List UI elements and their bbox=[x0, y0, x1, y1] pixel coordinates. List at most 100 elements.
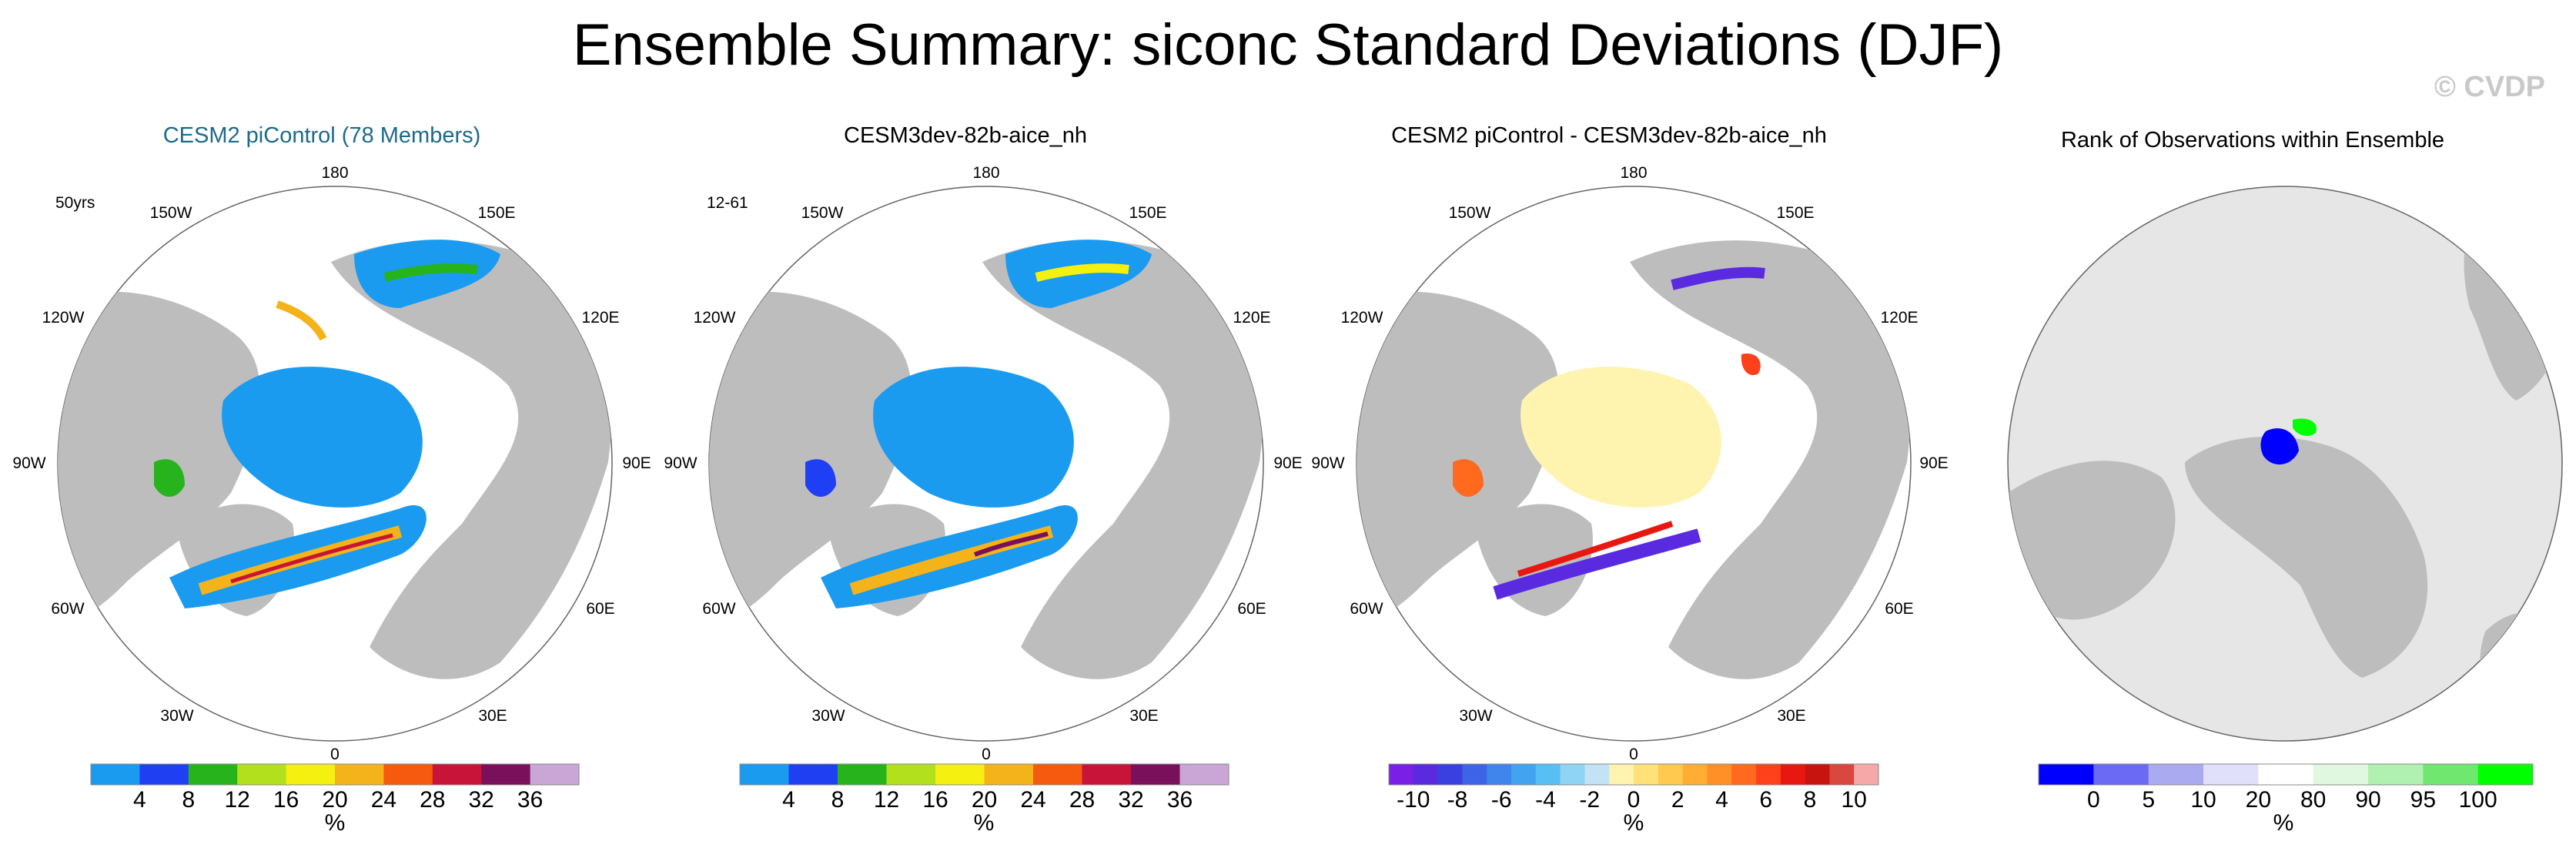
colorbar-tick-label: 24 bbox=[1020, 787, 1046, 813]
colorbar-swatch bbox=[838, 764, 887, 785]
colorbar-tick-label: 5 bbox=[2142, 787, 2155, 813]
diff-okhotsk-negative bbox=[1671, 266, 1765, 290]
period-label: 12-61 bbox=[707, 194, 748, 212]
colorbar-tick-label: 2 bbox=[1671, 787, 1684, 813]
lon-label-150w: 150W bbox=[149, 204, 192, 222]
colorbar-tick-label: 95 bbox=[2410, 787, 2437, 813]
colorbar-frame bbox=[2038, 763, 2534, 786]
lon-label-90w: 90W bbox=[1311, 454, 1345, 472]
figure-title: Ensemble Summary: siconc Standard Deviat… bbox=[572, 12, 2004, 78]
colorbar-swatch bbox=[1805, 764, 1830, 785]
land-north-america bbox=[2008, 461, 2176, 620]
lon-label-0: 0 bbox=[982, 746, 991, 763]
lon-label-60w: 60W bbox=[51, 600, 85, 618]
colorbar-swatch bbox=[335, 764, 384, 785]
land-eurasia bbox=[982, 240, 1263, 679]
colorbar-swatch bbox=[1082, 764, 1132, 785]
colorbar-tick-label: 8 bbox=[831, 787, 845, 813]
period-label: 50yrs bbox=[55, 194, 95, 212]
ice-central bbox=[873, 367, 1074, 508]
lon-label-150e: 150E bbox=[477, 204, 516, 222]
lon-label-150w: 150W bbox=[801, 204, 844, 222]
ice-okhotsk-edge bbox=[1035, 263, 1129, 282]
colorbar-tick-label: -4 bbox=[1535, 787, 1556, 813]
colorbar-swatch bbox=[188, 764, 238, 785]
lon-label-150e: 150E bbox=[1776, 204, 1815, 222]
lon-label-0: 0 bbox=[1629, 746, 1638, 763]
colorbar-swatch bbox=[1584, 764, 1610, 785]
colorbar-tick-label: 8 bbox=[1803, 787, 1817, 813]
lon-label-180: 180 bbox=[321, 164, 349, 182]
colorbar-swatch bbox=[1609, 764, 1634, 785]
colorbar-tick-label: 0 bbox=[2086, 787, 2100, 813]
colorbar-tick-label: 20 bbox=[971, 787, 998, 813]
colorbar-tick-label: 6 bbox=[1759, 787, 1773, 813]
colorbar-tick-label: 16 bbox=[922, 787, 948, 813]
colorbar-swatch bbox=[788, 764, 838, 785]
colorbar-swatch bbox=[2148, 764, 2204, 785]
polar-map bbox=[57, 186, 613, 742]
land-eurasia bbox=[331, 240, 612, 679]
ice-central bbox=[222, 367, 423, 508]
colorbar-swatch bbox=[91, 764, 140, 785]
lon-label-30e: 30E bbox=[1777, 707, 1806, 725]
colorbar-swatch bbox=[2423, 764, 2479, 785]
lon-label-30e: 30E bbox=[1129, 707, 1159, 725]
colorbar-swatch bbox=[1756, 764, 1781, 785]
colorbar-tick-label: 100 bbox=[2458, 787, 2497, 813]
polar-map bbox=[708, 186, 1264, 742]
colorbar-swatch bbox=[286, 764, 336, 785]
colorbar-tick-label: 8 bbox=[182, 787, 196, 813]
colorbar-swatch bbox=[935, 764, 985, 785]
lon-label-30w: 30W bbox=[160, 707, 194, 725]
colorbar bbox=[1388, 763, 1879, 786]
lon-label-60w: 60W bbox=[702, 600, 736, 618]
colorbar-tick-label: 10 bbox=[2190, 787, 2216, 813]
panel-title: Rank of Observations within Ensemble bbox=[2060, 128, 2445, 152]
colorbar-swatch bbox=[2258, 764, 2314, 785]
colorbar-tick-label: 12 bbox=[873, 787, 900, 813]
colorbar bbox=[90, 763, 580, 786]
lon-label-90w: 90W bbox=[664, 454, 698, 472]
land-eurasia-africa bbox=[2185, 436, 2428, 678]
polar-map bbox=[2007, 186, 2563, 742]
colorbar-swatch bbox=[1487, 764, 1512, 785]
colorbar-tick-label: 16 bbox=[273, 787, 299, 813]
colorbar-swatch bbox=[2313, 764, 2369, 785]
colorbar-swatch bbox=[2368, 764, 2424, 785]
colorbar-tick-label: 28 bbox=[1069, 787, 1096, 813]
lon-label-180: 180 bbox=[1620, 164, 1648, 182]
colorbar-swatch bbox=[1707, 764, 1732, 785]
colorbar-tick-label: 24 bbox=[370, 787, 397, 813]
ice-hudson-bay bbox=[805, 459, 836, 497]
lon-label-90e: 90E bbox=[1273, 454, 1303, 472]
ice-okhotsk-edge bbox=[383, 263, 478, 282]
land-north-america bbox=[709, 291, 912, 622]
colorbar-swatch bbox=[1780, 764, 1806, 785]
ice-hudson-bay bbox=[154, 459, 185, 497]
lon-label-120w: 120W bbox=[693, 309, 736, 327]
panel-cesm3dev: CESM3dev-82b-aice_nh 12-61 180 150E 120E… bbox=[644, 0, 1302, 858]
ice-edge-atlantic-core bbox=[230, 533, 393, 584]
colorbar-tick-label: 10 bbox=[1841, 787, 1867, 813]
lon-label-60e: 60E bbox=[1885, 600, 1914, 618]
colorbar-swatch bbox=[2477, 764, 2534, 785]
lon-label-30e: 30E bbox=[478, 707, 507, 725]
colorbar-tick-label: -10 bbox=[1397, 787, 1430, 813]
colorbar-tick-label: 4 bbox=[782, 787, 795, 813]
lon-label-60e: 60E bbox=[1237, 600, 1266, 618]
panel-title: CESM2 piControl (78 Members) bbox=[162, 123, 481, 148]
colorbar-swatch bbox=[1535, 764, 1561, 785]
lon-label-60w: 60W bbox=[1350, 600, 1383, 618]
colorbar-tick-label: 12 bbox=[224, 787, 250, 813]
colorbar-swatch bbox=[740, 764, 789, 785]
colorbar-frame bbox=[739, 763, 1229, 786]
colorbar-swatch bbox=[886, 764, 936, 785]
lon-label-120w: 120W bbox=[42, 309, 85, 327]
lon-label-90e: 90E bbox=[1919, 454, 1949, 472]
lon-label-180: 180 bbox=[972, 164, 1000, 182]
lon-label-30w: 30W bbox=[811, 707, 845, 725]
colorbar-tick-label: 28 bbox=[420, 787, 446, 813]
colorbar-swatch bbox=[1854, 764, 1879, 785]
colorbar-swatch bbox=[481, 764, 531, 785]
